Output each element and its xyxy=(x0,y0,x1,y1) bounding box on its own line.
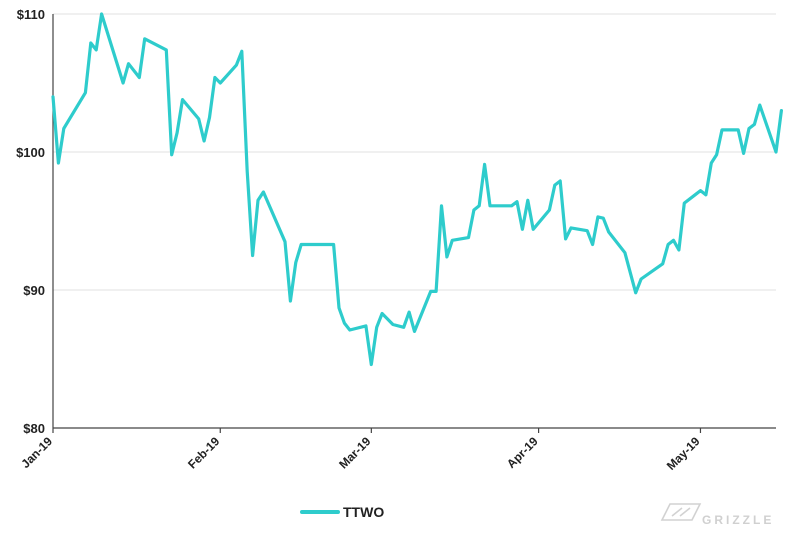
x-tick-label: Apr-19 xyxy=(504,434,541,471)
y-tick-label: $80 xyxy=(23,421,45,436)
y-tick-label: $110 xyxy=(17,7,45,22)
x-tick-label: May-19 xyxy=(664,434,703,473)
y-tick-label: $100 xyxy=(16,145,45,160)
y-axis-tick-labels: $80 $90 $100 $110 xyxy=(16,7,45,436)
watermark-text: GRIZZLE xyxy=(702,513,774,527)
series-group xyxy=(51,12,783,367)
x-tick-label: Jan-19 xyxy=(18,434,55,471)
series-line-ttwo xyxy=(51,12,783,367)
legend-label-ttwo: TTWO xyxy=(343,504,384,520)
watermark: GRIZZLE xyxy=(660,503,774,527)
legend: TTWO xyxy=(300,504,384,520)
x-axis-ticks: Jan-19 Feb-19 Mar-19 Apr-19 May-19 xyxy=(18,428,703,473)
grizzle-logo-icon xyxy=(660,503,702,521)
x-tick-label: Feb-19 xyxy=(185,434,222,471)
y-tick-label: $90 xyxy=(23,283,45,298)
x-tick-label: Mar-19 xyxy=(336,434,373,471)
